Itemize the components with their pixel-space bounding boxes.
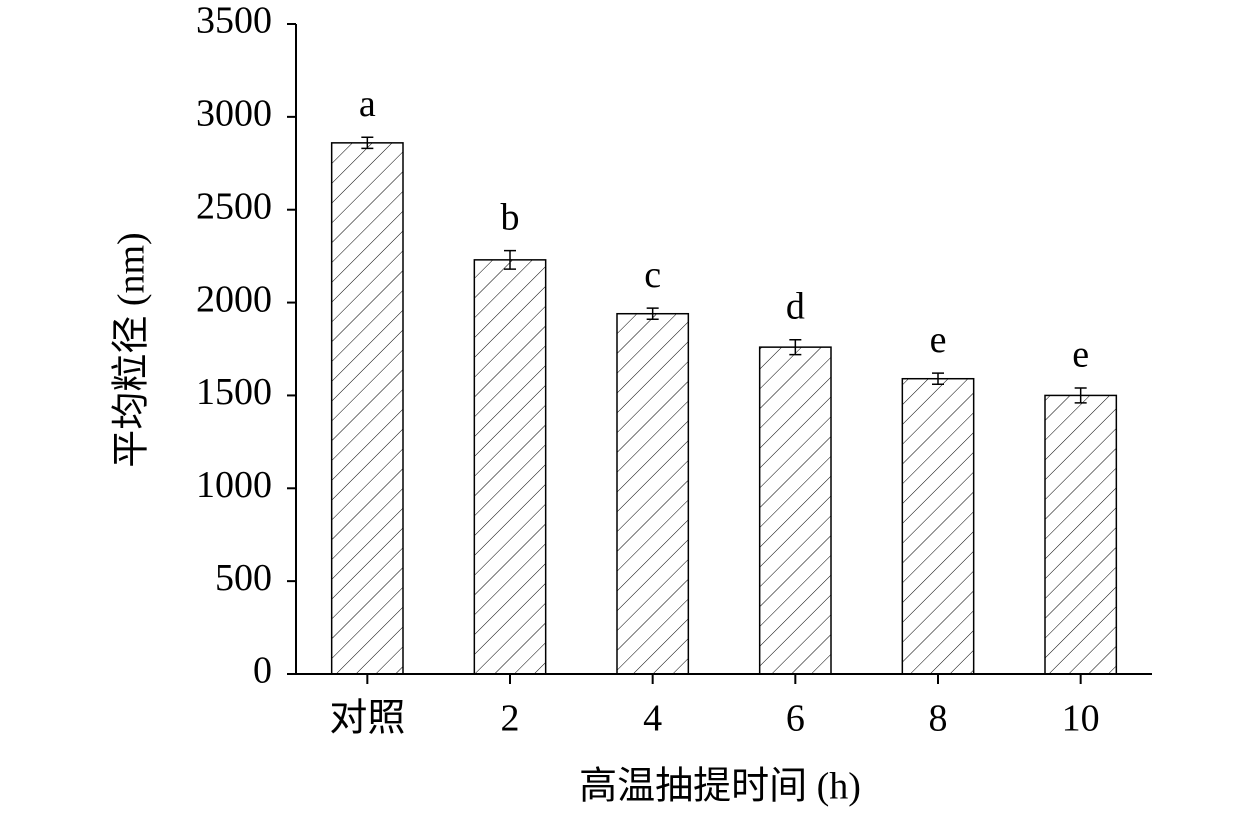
y-tick-label: 1000 — [196, 464, 272, 506]
error-bar — [789, 338, 802, 356]
y-tick-label: 2000 — [196, 278, 272, 320]
bar — [901, 377, 975, 675]
significance-label: b — [501, 196, 520, 238]
error-bar — [361, 136, 374, 150]
significance-label: d — [786, 285, 805, 327]
y-tick-label: 0 — [253, 650, 272, 692]
error-bar — [504, 249, 516, 270]
significance-label: e — [1072, 334, 1089, 376]
bar — [616, 312, 690, 675]
error-bar — [932, 372, 944, 386]
significance-label: c — [644, 254, 661, 296]
x-axis-label: 高温抽提时间 (h) — [579, 766, 861, 808]
bar — [473, 259, 547, 675]
y-tick-label: 3500 — [196, 0, 272, 42]
y-tick-label: 500 — [215, 557, 272, 599]
x-tick-label: 2 — [501, 698, 520, 740]
error-bar — [1074, 387, 1087, 404]
y-tick-label: 2500 — [196, 185, 272, 227]
y-axis-label: 平均粒径 (nm) — [111, 232, 153, 467]
significance-label: a — [359, 83, 376, 125]
y-tick-label: 1500 — [196, 371, 272, 413]
x-tick-label: 4 — [643, 698, 662, 740]
error-bar — [646, 307, 659, 321]
y-tick-label: 3000 — [196, 93, 272, 135]
significance-label: e — [930, 319, 947, 361]
x-tick-label: 6 — [786, 698, 805, 740]
x-tick-label: 对照 — [329, 698, 405, 740]
bar — [1044, 394, 1118, 675]
x-tick-label: 10 — [1062, 698, 1100, 740]
bar — [758, 346, 832, 675]
bar — [330, 142, 404, 675]
x-tick-label: 8 — [929, 698, 948, 740]
